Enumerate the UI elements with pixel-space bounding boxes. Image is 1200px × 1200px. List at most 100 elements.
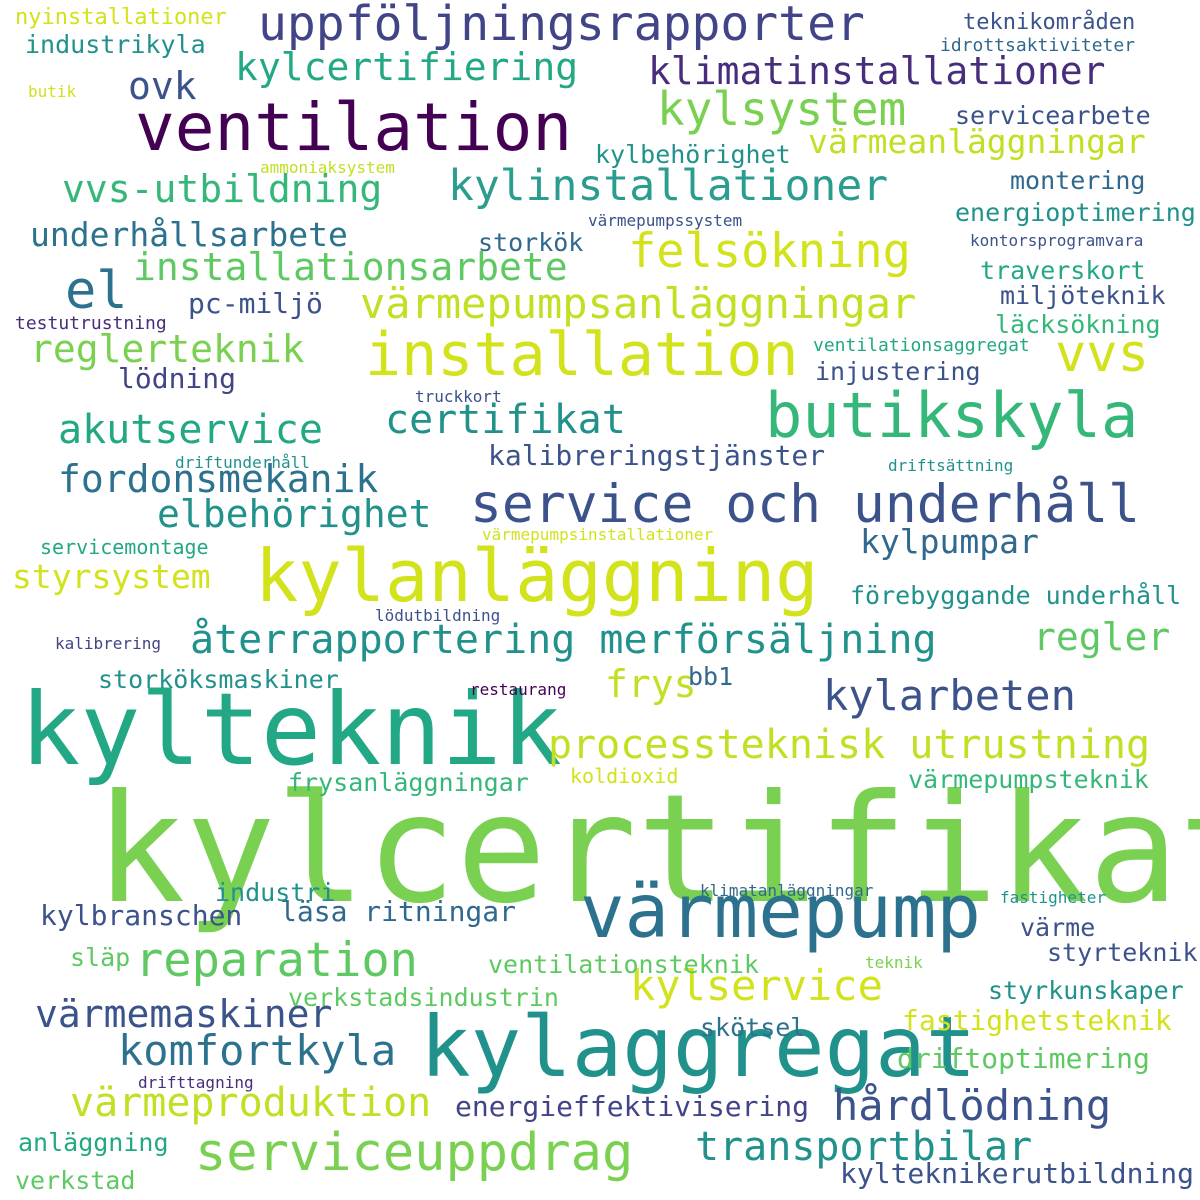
cloud-word: värmepumpsinstallationer — [482, 525, 714, 544]
cloud-word: injustering — [815, 357, 981, 386]
cloud-word: butik — [28, 82, 77, 101]
cloud-word: serviceuppdrag — [195, 1123, 634, 1183]
cloud-word: läsa ritningar — [280, 895, 517, 928]
cloud-word: kylanläggning — [255, 534, 819, 618]
cloud-word: ovk — [128, 64, 197, 108]
cloud-word: värmeproduktion — [70, 1080, 432, 1126]
cloud-word: kylteknikerutbildning — [840, 1157, 1195, 1190]
cloud-word: släp — [70, 943, 131, 972]
cloud-word: kylteknik — [20, 671, 562, 788]
cloud-word: driftoptimering — [897, 1042, 1150, 1075]
cloud-word: vvs-utbildning — [62, 167, 383, 211]
cloud-word: bb1 — [688, 662, 734, 691]
cloud-word: traverskort — [980, 256, 1146, 285]
cloud-word: kontorsprogramvara — [970, 231, 1144, 250]
cloud-word: service och underhåll — [470, 474, 1141, 535]
cloud-word: felsökning — [628, 224, 911, 279]
cloud-word: styrteknik — [1047, 938, 1198, 967]
cloud-word: frys — [605, 662, 697, 706]
cloud-word: värmepumpsanläggningar — [360, 279, 917, 328]
cloud-word: installation — [365, 320, 799, 390]
cloud-word: läcksökning — [995, 310, 1161, 339]
cloud-word: teknik — [865, 953, 923, 972]
cloud-word: drifttagning — [138, 1073, 254, 1092]
cloud-word: teknikområden — [963, 10, 1136, 35]
cloud-word: ammoniaksystem — [260, 158, 395, 177]
cloud-word: installationsarbete — [133, 245, 568, 289]
cloud-word: driftunderhåll — [175, 453, 310, 472]
cloud-word: storköksmaskiner — [98, 665, 339, 694]
cloud-word: reglerteknik — [30, 327, 305, 371]
cloud-word: koldioxid — [570, 764, 679, 788]
cloud-word: energioptimering — [955, 198, 1196, 227]
cloud-word: klimatinstallationer — [648, 49, 1106, 93]
cloud-word: ventilation — [135, 89, 573, 166]
cloud-word: kylcertifiering — [235, 45, 579, 89]
cloud-word: styrkunskaper — [988, 976, 1184, 1005]
cloud-word: storkök — [478, 228, 584, 257]
cloud-word: underhållsarbete — [30, 215, 348, 254]
cloud-word: kylsystem — [657, 82, 907, 136]
cloud-word: energieffektivisering — [455, 1090, 810, 1123]
cloud-word: återrapportering merförsäljning — [190, 617, 937, 663]
cloud-word: fastigheter — [1000, 888, 1106, 907]
cloud-word: värmemaskiner — [35, 992, 333, 1036]
cloud-word: klimatanläggningar — [700, 881, 874, 900]
cloud-word: kylbehörighet — [595, 140, 791, 169]
cloud-word: kylbranschen — [40, 899, 243, 932]
cloud-word: värmeanläggningar — [808, 122, 1146, 161]
cloud-word: kalibreringstjänster — [488, 439, 826, 472]
cloud-word: verkstadsindustrin — [288, 983, 559, 1012]
cloud-word: styrsystem — [12, 557, 211, 596]
cloud-word: fastighetsteknik — [902, 1004, 1172, 1037]
cloud-word: idrottsaktiviteter — [940, 35, 1136, 56]
cloud-word: kylcertifikat — [95, 763, 1200, 937]
cloud-word: kylservice — [630, 961, 883, 1010]
cloud-word: kylaggregat — [420, 998, 977, 1096]
cloud-word: regler — [1033, 615, 1171, 659]
cloud-word: elbehörighet — [157, 492, 432, 536]
cloud-word: anläggning — [18, 1128, 169, 1157]
cloud-word: montering — [1010, 166, 1146, 195]
cloud-word: transportbilar — [695, 1124, 1033, 1170]
cloud-word: kylpumpar — [860, 522, 1039, 561]
cloud-word: akutservice — [58, 407, 323, 453]
cloud-word: förebyggande underhåll — [850, 581, 1182, 610]
cloud-word: komfortkyla — [118, 1026, 397, 1075]
cloud-word: truckkort — [415, 387, 502, 406]
cloud-word: skötsel — [700, 1013, 806, 1042]
cloud-word: fordonsmekanik — [58, 457, 379, 501]
cloud-word: butikskyla — [765, 379, 1139, 452]
cloud-word: ventilationsteknik — [488, 950, 759, 979]
cloud-word: värme — [1020, 913, 1096, 942]
cloud-word: pc-miljö — [188, 287, 323, 320]
cloud-word: testutrustning — [15, 313, 167, 334]
cloud-word: el — [65, 261, 128, 321]
cloud-word: industrikyla — [25, 30, 206, 59]
cloud-word: certifikat — [385, 397, 626, 443]
cloud-word: värmepumpssystem — [588, 211, 743, 230]
cloud-word: lödning — [118, 362, 237, 395]
cloud-word: värmepump — [580, 869, 981, 955]
cloud-word: frysanläggningar — [288, 768, 529, 797]
cloud-word: processteknisk utrustning — [548, 722, 1151, 768]
cloud-word: restaurang — [470, 680, 567, 699]
cloud-word: miljöteknik — [1000, 281, 1166, 310]
cloud-word: driftsättning — [888, 456, 1014, 475]
cloud-word: kylinstallationer — [448, 161, 889, 211]
cloud-word: industri — [215, 878, 336, 907]
cloud-word: värmepumpsteknik — [908, 765, 1149, 794]
cloud-word: kalibrering — [55, 634, 161, 653]
cloud-word: vvs — [1055, 324, 1149, 384]
cloud-word: ventilationsaggregat — [813, 335, 1030, 356]
cloud-word: nyinstallationer — [15, 5, 227, 30]
cloud-word: servicemontage — [40, 535, 209, 559]
cloud-word: uppföljningsrapporter — [258, 0, 865, 52]
cloud-word: hårdlödning — [833, 1081, 1112, 1130]
cloud-word: verkstad — [15, 1166, 136, 1195]
cloud-word: reparation — [135, 933, 418, 988]
cloud-word: kylarbeten — [823, 671, 1076, 720]
cloud-word: lödutbildning — [375, 606, 501, 625]
cloud-word: servicearbete — [955, 101, 1151, 130]
